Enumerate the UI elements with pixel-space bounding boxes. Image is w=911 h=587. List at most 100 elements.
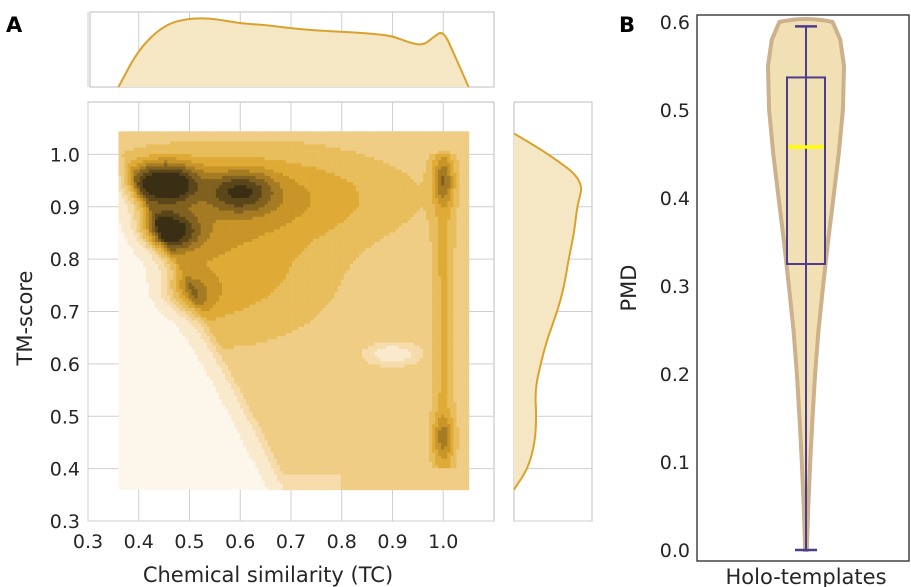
kde-cell xyxy=(261,194,266,198)
kde-cell xyxy=(249,222,254,227)
kde-cell xyxy=(258,329,263,334)
kde-cell xyxy=(185,323,190,327)
kde-cell xyxy=(282,147,287,151)
kde-cell xyxy=(295,483,299,488)
kde-cell xyxy=(121,165,126,170)
kde-cell xyxy=(212,244,217,249)
kde-cell xyxy=(282,329,287,334)
kde-cell xyxy=(252,451,257,456)
kde-cell xyxy=(237,345,241,349)
kde-cell xyxy=(301,376,305,381)
kde-cell xyxy=(231,335,235,340)
kde-cell xyxy=(221,379,226,384)
kde-cell xyxy=(118,175,123,180)
kde-cell xyxy=(249,285,254,290)
kde-cell xyxy=(267,143,272,148)
kde-cell xyxy=(197,297,202,302)
kde-cell xyxy=(161,260,165,264)
kde-cell xyxy=(246,417,250,422)
kde-cell xyxy=(267,169,272,173)
kde-cell xyxy=(130,213,135,217)
kde-cell xyxy=(194,282,199,286)
kde-cell xyxy=(167,162,171,167)
kde-cell xyxy=(209,197,214,202)
kde-cell xyxy=(185,169,190,173)
kde-cell xyxy=(276,376,281,381)
kde-cell xyxy=(200,140,205,145)
kde-cell xyxy=(276,392,281,396)
kde-cell xyxy=(136,175,141,180)
kde-cell xyxy=(298,184,302,189)
kde-cell xyxy=(304,470,308,475)
kde-cell xyxy=(295,439,299,444)
kde-cell xyxy=(182,326,187,330)
kde-cell xyxy=(218,385,223,390)
kde-cell xyxy=(170,310,174,315)
kde-cell xyxy=(209,338,214,343)
kde-cell xyxy=(288,439,293,444)
kde-cell xyxy=(221,153,226,158)
kde-cell xyxy=(203,323,208,327)
kde-cell xyxy=(285,389,290,393)
kde-cell xyxy=(270,260,275,264)
kde-cell xyxy=(139,169,144,173)
kde-cell xyxy=(124,213,129,217)
kde-cell xyxy=(234,401,238,406)
kde-cell xyxy=(221,357,226,362)
kde-cell xyxy=(298,191,302,195)
kde-cell xyxy=(228,238,232,242)
kde-cell xyxy=(292,285,296,290)
kde-cell xyxy=(301,222,305,227)
kde-cell xyxy=(279,156,284,161)
kde-cell xyxy=(288,401,293,406)
kde-cell xyxy=(285,363,290,368)
kde-cell xyxy=(176,137,180,142)
kde-cell xyxy=(212,275,217,280)
kde-cell xyxy=(252,420,257,425)
kde-cell xyxy=(194,348,199,352)
kde-cell xyxy=(167,131,171,136)
kde-cell xyxy=(212,257,217,261)
kde-cell xyxy=(258,310,263,315)
kde-cell xyxy=(288,222,293,227)
kde-cell xyxy=(231,269,235,274)
kde-cell xyxy=(167,159,171,164)
kde-cell xyxy=(273,335,278,340)
kde-cell xyxy=(203,304,208,308)
kde-cell xyxy=(246,316,250,321)
kde-cell xyxy=(130,225,135,230)
kde-cell xyxy=(267,338,272,343)
kde-cell xyxy=(231,131,235,136)
kde-cell xyxy=(292,213,296,217)
kde-cell xyxy=(221,294,226,299)
kde-cell xyxy=(249,389,254,393)
kde-cell xyxy=(237,150,241,154)
kde-cell xyxy=(212,263,217,268)
kde-cell xyxy=(279,433,284,437)
kde-cell xyxy=(279,231,284,236)
kde-cell xyxy=(301,137,305,142)
kde-cell xyxy=(148,269,153,274)
kde-cell xyxy=(197,301,202,305)
kde-cell xyxy=(301,191,305,195)
kde-cell xyxy=(231,153,235,158)
kde-cell xyxy=(127,191,132,195)
kde-cell xyxy=(240,165,244,170)
kde-cell xyxy=(231,345,235,349)
kde-cell xyxy=(133,222,138,227)
kde-cell xyxy=(151,285,156,290)
kde-cell xyxy=(191,169,196,173)
kde-cell xyxy=(240,379,244,384)
kde-cell xyxy=(185,131,190,136)
kde-cell xyxy=(182,156,187,161)
kde-cell xyxy=(158,197,162,202)
kde-cell xyxy=(234,165,238,170)
kde-cell xyxy=(270,140,275,145)
kde-cell xyxy=(225,275,229,280)
kde-cell xyxy=(264,225,269,230)
kde-cell xyxy=(173,266,177,271)
kde-cell xyxy=(292,458,296,462)
kde-cell xyxy=(148,241,153,246)
kde-cell xyxy=(298,266,302,271)
kde-cell xyxy=(261,367,266,371)
